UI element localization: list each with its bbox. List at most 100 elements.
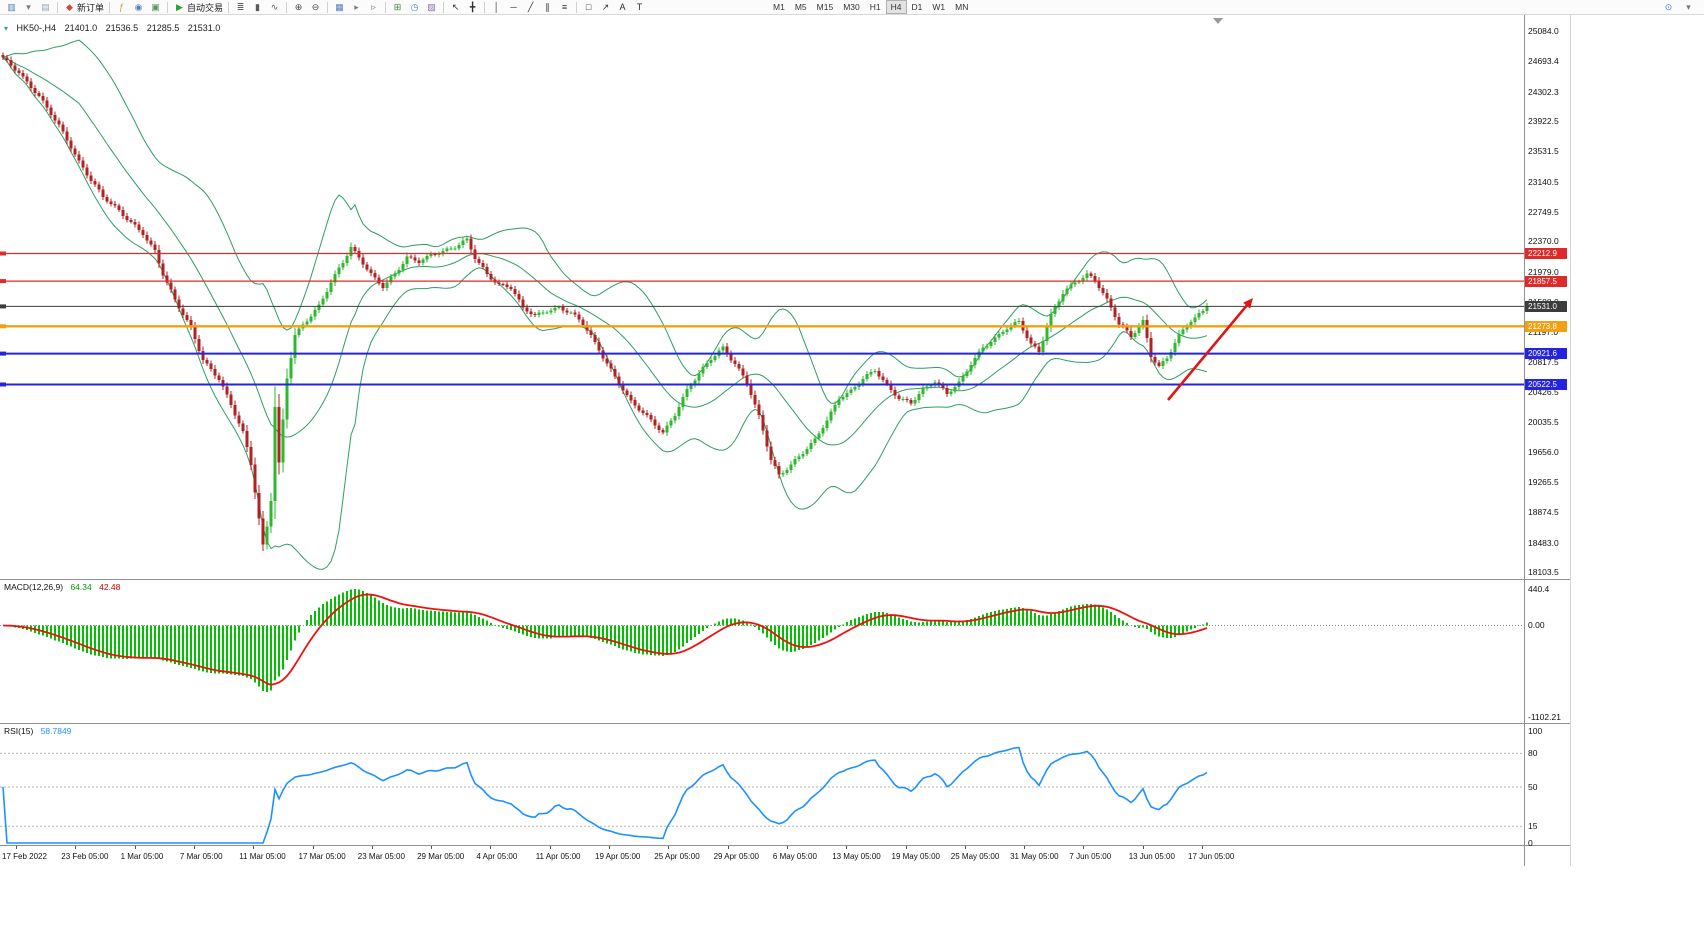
timeframe-m1[interactable]: M1 bbox=[773, 2, 785, 12]
line-chart-icon[interactable]: ∿ bbox=[266, 1, 283, 14]
new-order-button-label: 新订单 bbox=[77, 2, 105, 13]
trend-arrow-annotation[interactable] bbox=[1167, 298, 1253, 401]
x-axis-tick bbox=[431, 846, 433, 849]
crosshair-icon[interactable]: ╋ bbox=[464, 1, 481, 14]
x-axis-tick bbox=[609, 846, 610, 849]
panel-separator-macd[interactable] bbox=[0, 579, 1570, 580]
candle-chart-icon: ▮ bbox=[255, 1, 260, 12]
main-chart-canvas[interactable] bbox=[0, 15, 1570, 579]
one-click-trading-icon[interactable]: ▾ bbox=[4, 24, 9, 33]
timeframe-m30[interactable]: M30 bbox=[843, 2, 860, 12]
toolbar-separator bbox=[109, 1, 111, 13]
periods-icon[interactable]: ◷ bbox=[406, 1, 423, 14]
arrows-icon[interactable]: ↗ bbox=[597, 1, 614, 14]
time-scale[interactable]: 17 Feb 2022 23 Feb 05:00 1 Mar 05:00 7 Mar … bbox=[0, 845, 1570, 866]
channel-icon[interactable]: ∥ bbox=[539, 1, 556, 14]
bar-chart-icon[interactable]: ≣ bbox=[232, 1, 249, 14]
quick-nav-icon[interactable]: ▾ bbox=[1686, 1, 1691, 12]
text-label-icon[interactable]: T bbox=[631, 1, 648, 14]
profiles-icon: ▤ bbox=[41, 1, 50, 12]
x-axis-date: 11 Mar 05:00 bbox=[239, 852, 286, 861]
timeframe-d1[interactable]: D1 bbox=[911, 2, 923, 12]
rsi-scale-80: 80 bbox=[1528, 748, 1538, 758]
zoom-out-icon[interactable]: ⊖ bbox=[307, 1, 324, 14]
x-axis-date: 13 Jun 05:00 bbox=[1128, 852, 1175, 861]
y-axis-label: 19656.0 bbox=[1528, 447, 1559, 457]
timeframe-h4[interactable]: H4 bbox=[885, 0, 907, 14]
new-chart-icon[interactable]: ▥ bbox=[3, 1, 20, 14]
fibonacci-icon[interactable]: ≡ bbox=[556, 1, 573, 14]
channel-icon: ∥ bbox=[545, 1, 550, 12]
chart-shift-icon[interactable]: ▹ bbox=[365, 1, 382, 14]
macd-main-value: 64.34 bbox=[70, 582, 92, 592]
rsi-panel-canvas[interactable] bbox=[0, 724, 1570, 845]
price-level-box[interactable]: 21857.5 bbox=[1525, 276, 1567, 287]
horizontal-line-icon[interactable]: ─ bbox=[505, 1, 522, 14]
price-level-box[interactable]: 22212.9 bbox=[1525, 248, 1567, 259]
x-axis-tick bbox=[253, 846, 255, 849]
shapes-icon[interactable]: □ bbox=[580, 1, 597, 14]
chart-dropdown-icon[interactable]: ▾ bbox=[20, 1, 37, 14]
x-axis-tick bbox=[193, 846, 195, 849]
price-levels[interactable] bbox=[0, 251, 1524, 387]
market-watch-icon[interactable]: ◉ bbox=[130, 1, 147, 14]
indicator-list-icon: ⊞ bbox=[393, 1, 402, 12]
price-level-box[interactable]: 20522.5 bbox=[1525, 379, 1567, 390]
price-level-box[interactable]: 21273.8 bbox=[1525, 321, 1567, 332]
x-axis-date: 29 Mar 05:00 bbox=[417, 852, 465, 861]
symbol-period-label: HK50-,H4 bbox=[16, 23, 57, 33]
indicators-icon[interactable]: ƒ bbox=[113, 1, 130, 14]
x-axis-date: 17 Mar 05:00 bbox=[298, 852, 346, 861]
macd-panel-canvas[interactable] bbox=[0, 580, 1570, 723]
trendline-icon[interactable]: ╱ bbox=[522, 1, 539, 14]
rsi-scale-100: 100 bbox=[1528, 726, 1543, 736]
macd-signal-line bbox=[2, 593, 1208, 686]
y-axis-label: 22749.5 bbox=[1528, 207, 1559, 217]
search-icon[interactable]: ⊙ bbox=[1664, 1, 1673, 12]
vertical-line-icon: │ bbox=[493, 1, 500, 12]
cursor-icon: ↖ bbox=[451, 1, 460, 12]
timeframe-h1[interactable]: H1 bbox=[869, 2, 881, 12]
x-axis-date: 19 May 05:00 bbox=[891, 852, 940, 861]
x-axis-date: 31 May 05:00 bbox=[1010, 852, 1059, 861]
rsi-value: 58.7849 bbox=[40, 726, 72, 736]
tile-windows-icon[interactable]: ▦ bbox=[331, 1, 348, 14]
price-level-box[interactable]: 21531.0 bbox=[1525, 301, 1567, 312]
y-axis-label: 20035.5 bbox=[1528, 417, 1559, 427]
template-icon[interactable]: ▨ bbox=[423, 1, 440, 14]
autotrading-button: ▶ bbox=[176, 1, 183, 12]
x-axis-tick bbox=[1024, 846, 1026, 849]
auto-scroll-icon[interactable]: ▸ bbox=[348, 1, 365, 14]
new-order-button[interactable]: ◆ 新订单 bbox=[61, 1, 106, 14]
text-icon[interactable]: A bbox=[614, 1, 631, 14]
crosshair-icon: ╋ bbox=[469, 1, 476, 12]
timeframe-mn[interactable]: MN bbox=[955, 2, 969, 12]
zoom-in-icon: ⊕ bbox=[294, 1, 303, 12]
vertical-line-icon[interactable]: │ bbox=[488, 1, 505, 14]
toolbar-separator bbox=[167, 1, 169, 13]
data-window-icon: ▣ bbox=[151, 1, 160, 12]
panel-separator-rsi[interactable] bbox=[0, 723, 1570, 724]
x-axis-date: 6 May 05:00 bbox=[772, 852, 817, 861]
data-window-icon[interactable]: ▣ bbox=[147, 1, 164, 14]
price-level-anchor bbox=[0, 304, 6, 309]
timeframe-m5[interactable]: M5 bbox=[794, 2, 807, 12]
price-level-box[interactable]: 20921.6 bbox=[1525, 348, 1567, 359]
x-axis-tick bbox=[846, 846, 848, 849]
ohlc-low: 21285.5 bbox=[146, 23, 180, 33]
toolbar-separator bbox=[228, 1, 230, 13]
timeframe-m15[interactable]: M15 bbox=[816, 2, 834, 12]
timeframe-w1[interactable]: W1 bbox=[932, 2, 946, 12]
cursor-icon[interactable]: ↖ bbox=[447, 1, 464, 14]
candle-chart-icon[interactable]: ▮ bbox=[249, 1, 266, 14]
macd-scale-min: -1102.21 bbox=[1528, 712, 1561, 722]
ohlc-high: 21536.5 bbox=[105, 23, 139, 33]
rsi-title: RSI(15) bbox=[4, 726, 34, 736]
horizontal-line-icon: ─ bbox=[510, 1, 517, 12]
profiles-icon[interactable]: ▤ bbox=[37, 1, 54, 14]
indicator-list-icon[interactable]: ⊞ bbox=[389, 1, 406, 14]
x-axis-tick bbox=[16, 846, 17, 849]
autotrading-button[interactable]: ▶ 自动交易 bbox=[171, 1, 225, 14]
zoom-in-icon[interactable]: ⊕ bbox=[290, 1, 307, 14]
ohlc-close: 21531.0 bbox=[187, 23, 221, 33]
